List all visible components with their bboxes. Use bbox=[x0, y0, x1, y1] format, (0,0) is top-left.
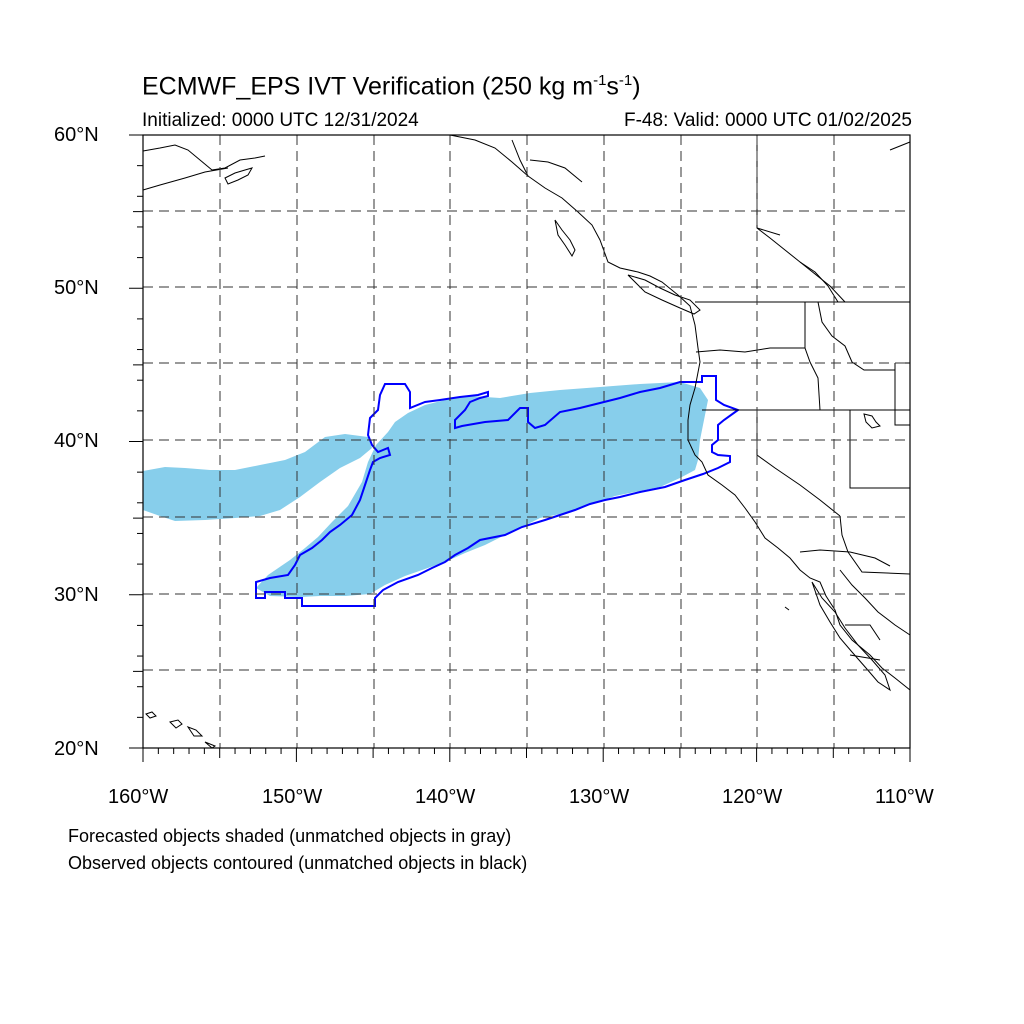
alaska-canada-border bbox=[511, 139, 583, 183]
lon-label-130: 130°W bbox=[569, 786, 630, 808]
observed-object-contour bbox=[255, 375, 741, 607]
gridlines bbox=[143, 135, 910, 748]
california-nevada-border bbox=[756, 410, 841, 517]
oregon-washington-border bbox=[695, 347, 805, 353]
forecast-gap bbox=[325, 455, 365, 515]
axis-ticks bbox=[129, 134, 911, 762]
map-title: ECMWF_EPS IVT Verification (250 kg m-1s-… bbox=[142, 72, 641, 101]
forecast-object-west bbox=[143, 434, 372, 521]
valid-time-label: F-48: Valid: 0000 UTC 01/02/2025 bbox=[624, 110, 912, 131]
bc-alberta-border bbox=[756, 135, 839, 303]
channel-islands bbox=[784, 606, 790, 611]
arizona-border bbox=[839, 515, 911, 575]
hawaii-islands-2 bbox=[169, 719, 183, 729]
forecast-objects bbox=[143, 382, 708, 597]
footnote-observed: Observed objects contoured (unmatched ob… bbox=[68, 853, 528, 873]
vancouver-island bbox=[627, 274, 701, 315]
queen-charlotte-islands bbox=[554, 219, 576, 258]
lat-label-30: 30°N bbox=[54, 584, 99, 606]
gulf-california bbox=[839, 569, 911, 636]
footnote-forecast: Forecasted objects shaded (unmatched obj… bbox=[68, 826, 512, 846]
lat-label-50: 50°N bbox=[54, 277, 99, 299]
alaska-coast bbox=[142, 144, 266, 171]
canada-interior-border bbox=[756, 227, 846, 303]
hawaii-islands-3 bbox=[186, 725, 204, 737]
lon-label-120: 120°W bbox=[722, 786, 783, 808]
lon-label-110: 110°W bbox=[875, 786, 934, 808]
mexico-state-line bbox=[845, 624, 881, 661]
lon-label-140: 140°W bbox=[415, 786, 476, 808]
idaho-border bbox=[804, 302, 821, 411]
alaska-peninsula bbox=[142, 167, 229, 191]
coastlines bbox=[142, 134, 911, 749]
idaho-montana-border bbox=[817, 301, 895, 371]
gulf-alaska-coast bbox=[449, 134, 911, 691]
hawaii-islands-1 bbox=[145, 711, 157, 719]
hawaii-islands-4 bbox=[204, 741, 217, 749]
wyoming-box bbox=[894, 362, 910, 426]
kodiak-island bbox=[224, 167, 254, 185]
lat-label-60: 60°N bbox=[54, 124, 99, 146]
nevada-east-border bbox=[849, 410, 910, 489]
init-time-label: Initialized: 0000 UTC 12/31/2024 bbox=[142, 110, 419, 131]
great-salt-lake bbox=[863, 413, 881, 429]
forecast-object-main bbox=[256, 382, 708, 597]
hudson-coast-nw bbox=[889, 141, 911, 151]
lon-label-160: 160°W bbox=[108, 786, 169, 808]
baja-california bbox=[811, 581, 891, 692]
lat-label-40: 40°N bbox=[54, 430, 99, 452]
lat-label-20: 20°N bbox=[54, 738, 99, 760]
lon-label-150: 150°W bbox=[262, 786, 323, 808]
us-mexico-border bbox=[799, 549, 891, 567]
